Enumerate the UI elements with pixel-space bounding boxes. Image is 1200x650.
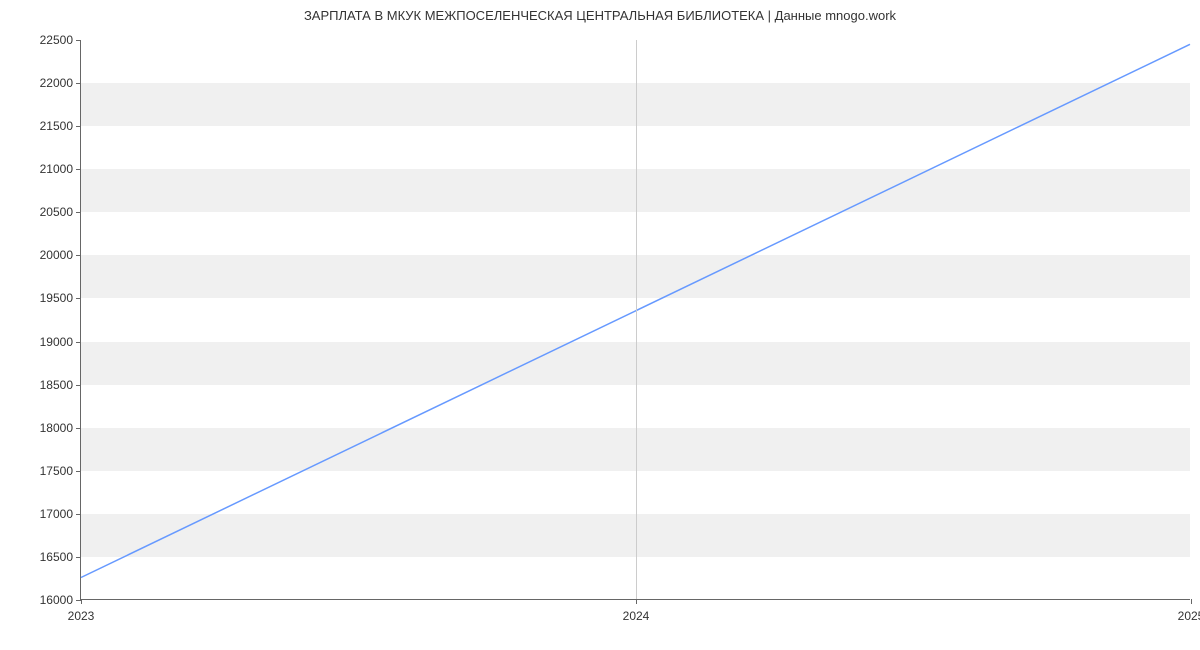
y-tick-label: 17500 <box>40 464 81 478</box>
x-tick-label: 2024 <box>623 599 650 623</box>
y-tick-label: 19000 <box>40 335 81 349</box>
y-tick-label: 16500 <box>40 550 81 564</box>
y-tick-label: 16000 <box>40 593 81 607</box>
y-tick-label: 18000 <box>40 421 81 435</box>
y-tick-label: 22000 <box>40 76 81 90</box>
x-tick-label: 2025 <box>1178 599 1200 623</box>
y-tick-label: 17000 <box>40 507 81 521</box>
x-gridline <box>636 40 637 599</box>
y-tick-label: 19500 <box>40 291 81 305</box>
y-tick-label: 20000 <box>40 248 81 262</box>
y-tick-label: 18500 <box>40 378 81 392</box>
y-tick-label: 22500 <box>40 33 81 47</box>
y-tick-label: 21500 <box>40 119 81 133</box>
chart-title: ЗАРПЛАТА В МКУК МЕЖПОСЕЛЕНЧЕСКАЯ ЦЕНТРАЛ… <box>0 8 1200 23</box>
y-tick-label: 21000 <box>40 162 81 176</box>
y-tick-label: 20500 <box>40 205 81 219</box>
plot-area: 2023202420251600016500170001750018000185… <box>80 40 1190 600</box>
